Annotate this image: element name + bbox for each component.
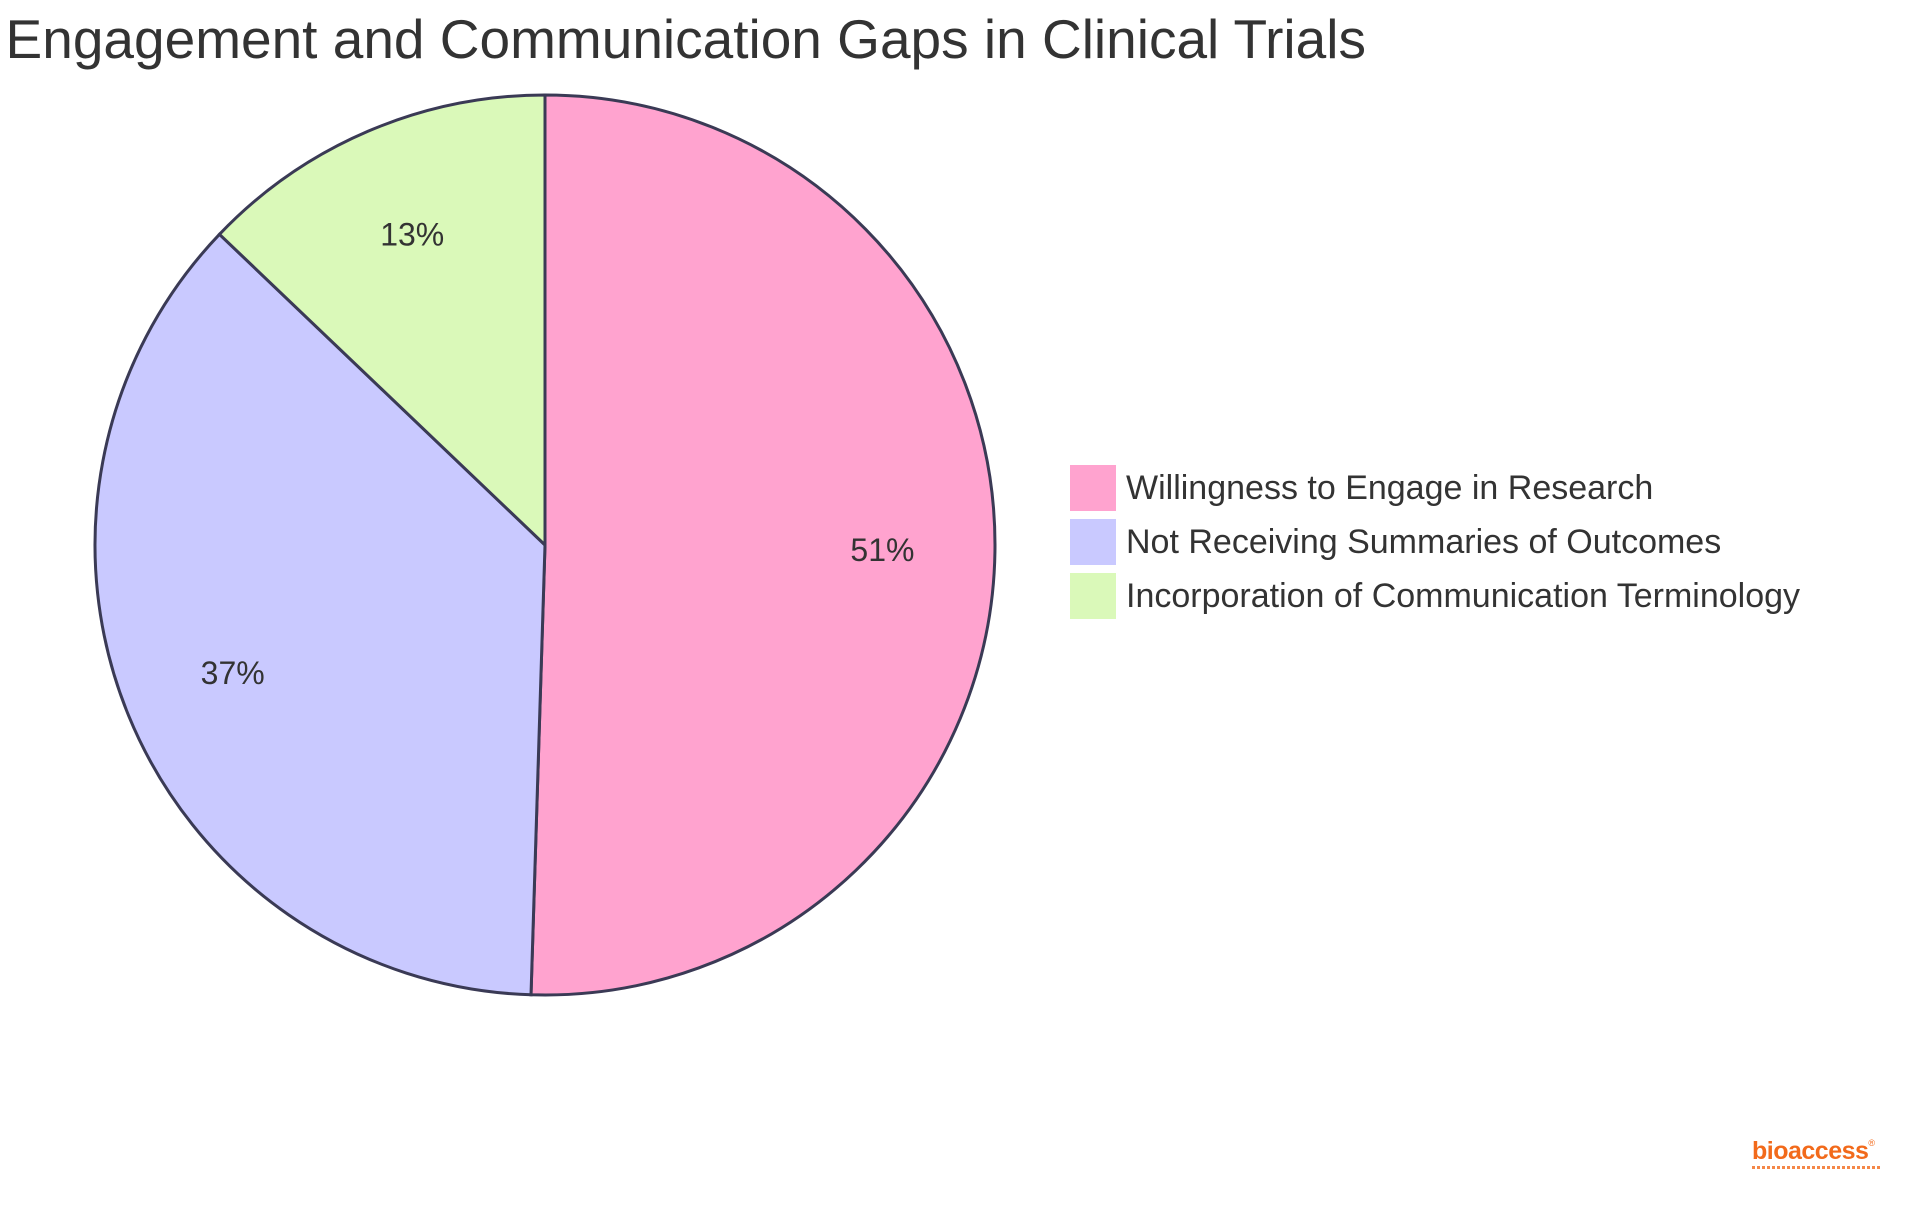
- pie-slice-label-not-receiving-summaries-of-outcomes: 37%: [201, 655, 265, 691]
- pie-slice-label-incorporation-of-communication-terminology: 13%: [380, 217, 444, 253]
- legend-label-incorporation-of-communication-terminology: Incorporation of Communication Terminolo…: [1126, 577, 1800, 615]
- pie-slice-label-willingness-to-engage-in-research: 51%: [850, 532, 914, 568]
- pie-slice-incorporation-of-communication-terminology: [217, 93, 547, 549]
- pie-slice-willingness-to-engage-in-research: [529, 93, 997, 997]
- pie-slices: [93, 93, 997, 997]
- legend-swatch-not-receiving-summaries-of-outcomes: [1070, 519, 1116, 565]
- bioaccess-logo: bioaccess®: [1752, 1138, 1888, 1169]
- chart-title: t Engagement and Communication Gaps in C…: [0, 8, 1366, 70]
- legend: Willingness to Engage in Research Not Rec…: [1070, 465, 1800, 619]
- logo-registered-mark: ®: [1868, 1138, 1876, 1148]
- logo-wordmark: bioaccess: [1752, 1137, 1869, 1165]
- legend-swatch-incorporation-of-communication-terminology: [1070, 573, 1116, 619]
- pie-slice-labels: 51% 37% 13%: [201, 217, 915, 691]
- pie-slice-not-receiving-summaries-of-outcomes: [93, 232, 547, 997]
- legend-label-willingness-to-engage-in-research: Willingness to Engage in Research: [1126, 469, 1653, 507]
- legend-label-not-receiving-summaries-of-outcomes: Not Receiving Summaries of Outcomes: [1126, 523, 1721, 561]
- logo-tagline-graphic: [1752, 1166, 1880, 1169]
- legend-swatch-willingness-to-engage-in-research: [1070, 465, 1116, 511]
